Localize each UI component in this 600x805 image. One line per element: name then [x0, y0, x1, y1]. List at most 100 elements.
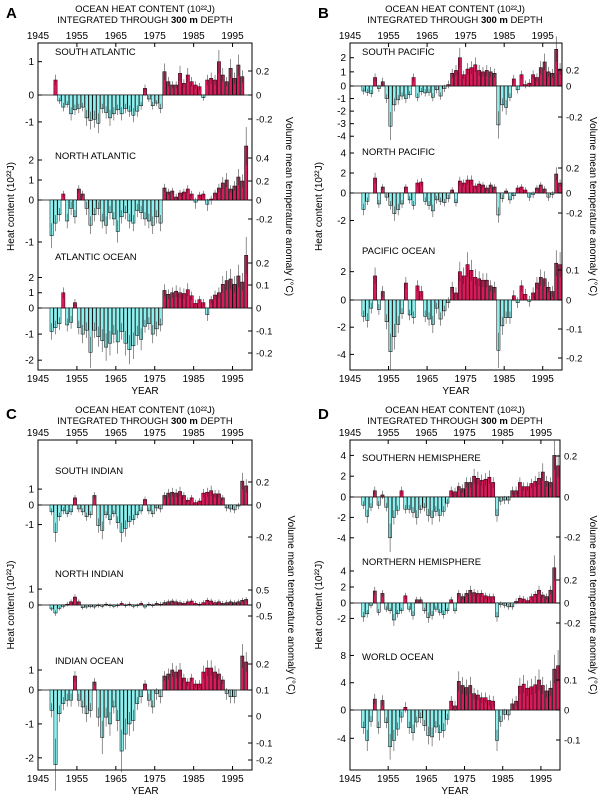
panel-b: B OCEAN HEAT CONTENT (10²²J)INTEGRATED TH…	[314, 4, 598, 397]
right-tick-label: -0.1	[564, 736, 580, 747]
x-tick-label-top: 1945	[27, 428, 50, 439]
panel-frame	[349, 439, 561, 771]
y-tick-label: 0	[28, 501, 34, 512]
y-axis-title-right: Volume mean temperature anomaly (°C)	[283, 117, 294, 296]
y-tick-label: 0	[340, 296, 346, 307]
right-tick-label: 0	[256, 501, 261, 512]
y-axis-title-right: Volume mean temperature anomaly (°C)	[587, 515, 598, 694]
right-tick-label: -0.2	[256, 533, 272, 544]
y-tick-label: -1	[337, 94, 346, 105]
x-tick-label: 1955	[377, 774, 400, 785]
subplot-north-pacific: 4 2 0 -2 0.2 0 -0.2 NORTH PACIFIC	[337, 147, 582, 227]
subtitle-depth: 300 m	[171, 15, 198, 26]
y-tick-label: 2	[340, 267, 346, 278]
subplot-north-atlantic: 2 1 0 -1 0.4 0.2 0 -0.2 NORTH ATLANTIC	[25, 127, 272, 249]
x-tick-label-top: 1975	[453, 428, 476, 439]
panel-title: OCEAN HEAT CONTENT (10²²J)	[75, 4, 215, 15]
subplot-south-indian: 1 0 -1 0.2 0 -0.2 SOUTH INDIAN	[25, 466, 272, 544]
y-tick-label: -4	[337, 533, 346, 544]
subtitle-prefix: INTEGRATED THROUGH	[367, 416, 481, 427]
y-axis-title-left: Heat content (10²²J)	[6, 561, 17, 650]
right-tick-label: 0	[564, 706, 569, 717]
y-tick-label: 4	[340, 451, 346, 462]
subplot-name: SOUTH ATLANTIC	[55, 47, 136, 58]
right-tick-label: 0.4	[256, 154, 269, 165]
subtitle-suffix: DEPTH	[508, 416, 543, 427]
x-tick-label: 1955	[377, 374, 400, 385]
right-tick-label: -0.2	[256, 756, 272, 767]
subplot-name: ATLANTIC OCEAN	[55, 252, 137, 263]
x-tick-label-top: 1945	[27, 31, 50, 42]
right-tick-label: -0.5	[256, 612, 272, 623]
x-tick-label-top: 1995	[530, 428, 553, 439]
right-tick-label: 0.1	[256, 686, 269, 697]
x-tick-label: 1945	[339, 374, 362, 385]
y-tick-label: 0	[340, 82, 346, 93]
right-tick-label: 0.1	[564, 676, 577, 687]
x-tick-label-top: 1985	[183, 31, 206, 42]
y-tick-label: 2	[340, 169, 346, 180]
y-tick-label: -2	[337, 107, 346, 118]
right-tick-label: -0.2	[256, 115, 272, 126]
subtitle-suffix: DEPTH	[198, 15, 233, 26]
x-tick-label: 1985	[492, 774, 515, 785]
y-tick-label: -1	[25, 117, 34, 128]
right-tick-label: 0.2	[256, 259, 269, 270]
y-axis-title-left: Heat content (10²²J)	[6, 162, 17, 251]
panel-title: OCEAN HEAT CONTENT (10²²J)	[385, 405, 525, 416]
x-axis-title: YEAR	[131, 786, 158, 797]
x-tick-label-top: 1965	[105, 31, 128, 42]
y-tick-label: 8	[340, 651, 346, 662]
x-tick-label-top: 1965	[415, 428, 438, 439]
subtitle-depth: 300 m	[481, 416, 508, 427]
right-tick-label: 0.2	[564, 576, 577, 587]
x-tick-label-top: 1965	[416, 31, 439, 42]
panel-title: OCEAN HEAT CONTENT (10²²J)	[75, 405, 215, 416]
panel-label: A	[6, 5, 17, 22]
subplot-name: NORTH INDIAN	[55, 569, 124, 580]
right-tick-label: 0.1	[566, 266, 579, 277]
x-tick-label: 1975	[455, 374, 478, 385]
x-tick-label: 1945	[27, 774, 50, 785]
subplot-name: PACIFIC OCEAN	[362, 246, 435, 257]
panel-c: C OCEAN HEAT CONTENT (10²²J)INTEGRATED TH…	[6, 405, 296, 797]
subtitle-suffix: DEPTH	[198, 416, 233, 427]
x-tick-label: 1995	[221, 774, 244, 785]
right-tick-label: 0.2	[566, 164, 579, 175]
x-tick-label-top: 1975	[455, 31, 478, 42]
subplot-name: INDIAN OCEAN	[55, 656, 124, 667]
right-tick-label: -0.1	[566, 325, 582, 336]
subtitle-depth: 300 m	[171, 416, 198, 427]
y-tick-label: 4	[340, 567, 346, 578]
y-tick-label: 2	[340, 583, 346, 594]
y-tick-label: -1	[25, 330, 34, 341]
y-tick-label: 1	[28, 176, 34, 187]
subplot-northern-hemisphere: 4 2 0 -2 0.2 0 -0.2 NORTHERN HEMISPHERE	[337, 555, 580, 630]
panel-subtitle: INTEGRATED THROUGH 300 m DEPTH	[57, 416, 233, 427]
panel-subtitle: INTEGRATED THROUGH 300 m DEPTH	[367, 15, 543, 26]
y-tick-label: -2	[337, 513, 346, 524]
subtitle-suffix: DEPTH	[508, 15, 543, 26]
y-tick-label: 0	[28, 91, 34, 102]
y-axis-title-left: Heat content (10²²J)	[314, 561, 325, 650]
x-tick-label: 1995	[530, 774, 553, 785]
y-tick-label: -2	[337, 216, 346, 227]
y-tick-label: -2	[337, 614, 346, 625]
right-tick-label: 0	[256, 196, 261, 207]
right-tick-label: 0.2	[564, 452, 577, 463]
y-tick-label: 2	[28, 156, 34, 167]
y-tick-label: 0	[28, 601, 34, 612]
right-tick-label: 0.2	[256, 478, 269, 489]
panel-subtitle: INTEGRATED THROUGH 300 m DEPTH	[57, 15, 233, 26]
x-tick-label: 1975	[453, 774, 476, 785]
panel-frame	[349, 42, 563, 371]
subplot-southern-hemisphere: 4 2 0 -2 -4 0.2 0 -0.2 SOUTHERN HEMISPHERE	[337, 440, 580, 553]
y-axis-title-left: Heat content (10²²J)	[314, 162, 325, 251]
x-tick-label-top: 1975	[144, 31, 167, 42]
x-axis-title: YEAR	[131, 386, 158, 397]
x-tick-label-top: 1985	[493, 31, 516, 42]
y-tick-label: 4	[340, 149, 346, 160]
right-tick-label: 0.2	[256, 177, 269, 188]
x-tick-label: 1965	[416, 374, 439, 385]
